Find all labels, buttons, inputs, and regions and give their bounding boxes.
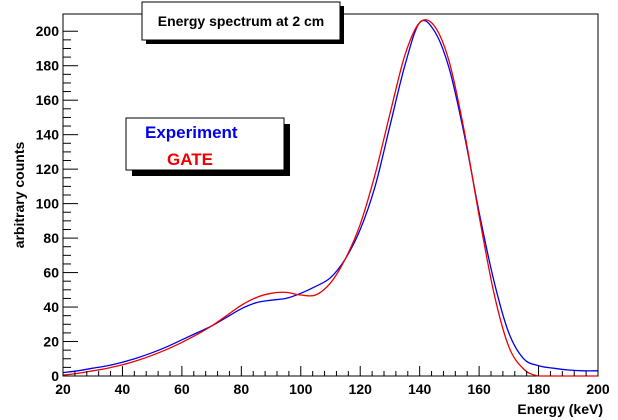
plot-frame <box>62 13 599 377</box>
chart-title: Energy spectrum at 2 cm <box>158 13 325 29</box>
y-tick-label: 160 <box>36 92 60 108</box>
y-tick-label: 180 <box>36 58 60 74</box>
x-tick-label: 200 <box>586 381 610 397</box>
series-line-gate <box>62 19 598 377</box>
series-line-experiment <box>62 19 599 374</box>
y-tick-label: 100 <box>36 196 60 212</box>
x-axis-title: Energy (keV) <box>517 401 603 417</box>
y-tick-label: 40 <box>43 299 59 315</box>
y-tick-label: 0 <box>51 368 59 384</box>
legend-label-gate: GATE <box>167 150 213 169</box>
x-tick-label: 140 <box>408 381 432 397</box>
x-tick-label: 80 <box>234 381 250 397</box>
legend: Experiment GATE <box>125 117 290 176</box>
x-tick-label: 20 <box>55 381 71 397</box>
x-tick-label: 40 <box>115 381 131 397</box>
x-tick-label: 160 <box>467 381 491 397</box>
x-tick-label: 60 <box>174 381 190 397</box>
y-tick-label: 200 <box>36 23 60 39</box>
x-tick-label: 120 <box>349 381 373 397</box>
y-tick-label: 20 <box>43 334 59 350</box>
y-tick-label: 60 <box>43 265 59 281</box>
data-layer <box>62 19 599 377</box>
y-tick-label: 120 <box>36 161 60 177</box>
axis-layer: 20 40 60 80 100 120 140 160 180 20002040608010012… <box>36 23 610 397</box>
y-tick-label: 80 <box>43 230 59 246</box>
x-tick-label: 100 <box>289 381 313 397</box>
y-tick-label: 140 <box>36 127 60 143</box>
legend-label-experiment: Experiment <box>145 123 238 142</box>
x-tick-label: 180 <box>527 381 551 397</box>
y-axis-title: arbitrary counts <box>11 141 27 248</box>
chart-title-box: Energy spectrum at 2 cm <box>141 1 344 44</box>
